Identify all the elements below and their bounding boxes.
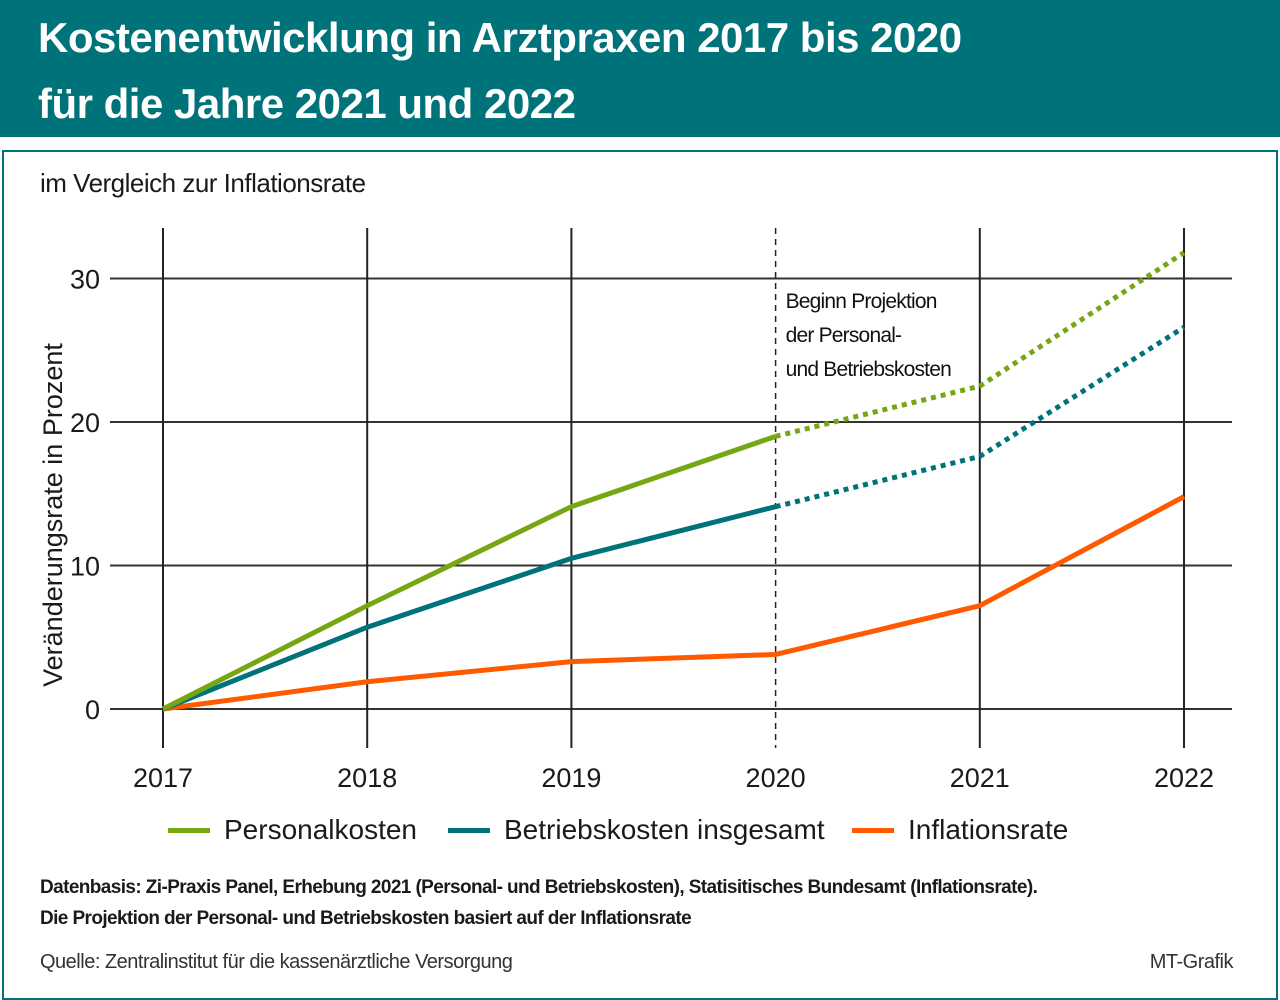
y-axis-label: Veränderungsrate in Prozent: [38, 343, 68, 687]
chart-panel: [2, 150, 1278, 1000]
x-tick-label: 2018: [337, 763, 397, 793]
note-line-2: Die Projektion der Personal- und Betrieb…: [40, 908, 692, 929]
x-tick-label: 2022: [1154, 763, 1214, 793]
legend-label: Personalkosten: [224, 814, 418, 845]
x-tick-label: 2017: [133, 763, 193, 793]
series-line-betriebskosten-insgesamt: [162, 504, 777, 712]
series-line-personalkosten: [161, 433, 777, 712]
projection-annotation: Beginn Projektion: [786, 290, 937, 313]
y-tick-label: 30: [70, 265, 100, 295]
x-tick-label: 2021: [950, 763, 1010, 793]
projection-annotation: der Personal-: [786, 324, 902, 347]
title-line-2: für die Jahre 2021 und 2022: [38, 80, 576, 127]
source: Quelle: Zentralinstitut für die kassenär…: [40, 951, 513, 973]
credit: MT-Grafik: [1149, 951, 1234, 973]
chart-subtitle: im Vergleich zur Inflationsrate: [40, 168, 366, 198]
series-line-inflationsrate: [162, 494, 1186, 712]
title-line-1: Kostenentwicklung in Arztpraxen 2017 bis…: [38, 14, 962, 61]
legend-item-betriebskosten: Betriebskosten insgesamt: [448, 814, 825, 846]
x-tick-label: 2020: [746, 763, 806, 793]
legend-swatch: [168, 827, 210, 833]
y-tick-label: 10: [70, 552, 100, 582]
y-tick-label: 20: [70, 408, 100, 438]
projection-annotation: und Betriebskosten: [786, 358, 952, 381]
y-tick-label: 0: [85, 695, 100, 725]
header: Kostenentwicklung in Arztpraxen 2017 bis…: [0, 0, 1280, 137]
legend-label: Betriebskosten insgesamt: [504, 814, 825, 845]
legend-label: Inflationsrate: [908, 814, 1069, 845]
legend-swatch: [448, 827, 490, 833]
legend-swatch: [852, 827, 894, 833]
legend-item-personalkosten: Personalkosten: [168, 814, 417, 846]
x-tick-label: 2019: [541, 763, 601, 793]
note-line-1: Datenbasis: Zi-Praxis Panel, Erhebung 20…: [40, 877, 1038, 898]
legend-item-inflationsrate: Inflationsrate: [852, 814, 1068, 846]
